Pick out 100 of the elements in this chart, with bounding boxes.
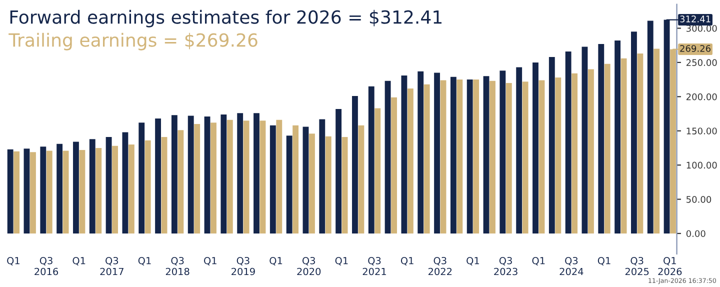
- bar: [654, 48, 660, 234]
- bar: [418, 71, 424, 234]
- bar: [276, 120, 282, 234]
- bar: [254, 113, 260, 234]
- bar: [620, 58, 627, 234]
- y-tick-label: 250.00: [686, 59, 717, 66]
- chart-title: Forward earnings estimates for 2026 = $312.41: [10, 10, 442, 28]
- bar: [434, 72, 440, 234]
- bar: [7, 149, 14, 234]
- bar: [62, 150, 69, 234]
- bar: [588, 69, 594, 234]
- bar: [96, 148, 102, 234]
- bar: [325, 136, 332, 234]
- x-tick-label: Q1: [138, 256, 151, 266]
- bar: [319, 119, 326, 234]
- bar: [270, 125, 276, 234]
- x-tick-label: Q1: [335, 256, 348, 266]
- bar: [40, 146, 46, 234]
- x-tick-label: Q3 2020: [297, 256, 321, 276]
- x-tick-label: Q3 2025: [625, 256, 649, 276]
- bar: [647, 20, 654, 234]
- x-tick-label: Q3 2016: [34, 256, 58, 276]
- bar: [572, 73, 578, 234]
- bar: [56, 144, 63, 234]
- x-tick-label: Q1 2026: [658, 256, 682, 276]
- bar: [604, 64, 610, 234]
- bar: [466, 80, 473, 234]
- annotation: 312.41: [680, 16, 710, 22]
- bar: [309, 134, 315, 234]
- bar: [598, 44, 604, 234]
- x-tick-label: Q1: [532, 256, 545, 266]
- bar: [122, 132, 128, 234]
- bar: [106, 137, 112, 234]
- bar: [220, 114, 227, 234]
- x-tick-label: Q1: [466, 256, 479, 266]
- bar: [391, 97, 397, 234]
- bar: [490, 80, 496, 234]
- bar: [286, 136, 292, 234]
- bar: [614, 40, 621, 234]
- bar: [89, 139, 96, 234]
- bar: [384, 80, 391, 234]
- x-tick-label: Q1: [7, 256, 20, 266]
- text: Trailing earnings = $269.26: [8, 32, 258, 50]
- bar: [79, 150, 86, 234]
- bar: [670, 49, 676, 234]
- bar: [128, 144, 134, 234]
- bar: [401, 75, 408, 234]
- y-tick-label: 100.00: [686, 162, 717, 169]
- bar: [440, 80, 446, 234]
- bar: [171, 115, 178, 234]
- bar: [226, 120, 233, 234]
- bar: [407, 88, 414, 234]
- bar: [352, 96, 358, 234]
- bar: [188, 116, 194, 234]
- bar: [178, 130, 184, 234]
- bar: [73, 142, 79, 234]
- bar: [450, 76, 456, 234]
- y-tick-label: 50.00: [686, 196, 712, 203]
- bar: [358, 125, 364, 234]
- x-tick-label: Q1: [204, 256, 216, 266]
- x-tick-label: Q3 2024: [560, 256, 584, 276]
- x-tick-label: Q1: [598, 256, 610, 266]
- x-tick-label: Q1: [400, 256, 414, 266]
- bar: [565, 52, 572, 234]
- bar: [260, 120, 266, 234]
- bar: [161, 137, 168, 234]
- bar: [374, 108, 381, 234]
- bar: [243, 120, 250, 234]
- bar: [548, 56, 555, 234]
- annotation: 269.26: [680, 45, 711, 52]
- bar: [500, 70, 506, 234]
- bar: [516, 67, 522, 234]
- bar: [506, 82, 512, 234]
- bar: [532, 62, 538, 234]
- bar: [368, 86, 374, 234]
- bar: [292, 125, 299, 234]
- bar: [204, 116, 210, 234]
- bar: [112, 146, 118, 234]
- bar: [336, 108, 342, 234]
- bar: [302, 126, 309, 234]
- bar: [46, 150, 52, 234]
- bar: [555, 78, 562, 234]
- x-tick-label: Q3 2021: [362, 256, 386, 276]
- bar: [538, 80, 545, 234]
- y-tick-label: 0.00: [686, 230, 706, 238]
- y-tick-label: 200.00: [686, 93, 717, 100]
- x-tick-label: Q1: [72, 256, 86, 266]
- x-tick-label: Q1: [270, 256, 282, 266]
- bar: [424, 84, 430, 234]
- bar: [237, 113, 244, 234]
- bar: [473, 80, 480, 234]
- bar: [210, 122, 216, 234]
- bar: [30, 152, 36, 234]
- y-tick-label: 150.00: [686, 128, 717, 134]
- bar: [194, 124, 200, 234]
- bar: [155, 118, 161, 234]
- bar: [483, 76, 490, 234]
- x-tick-label: Q3 2018: [166, 256, 190, 276]
- bar: [342, 137, 348, 234]
- x-tick-label: Q3 2023: [494, 256, 518, 276]
